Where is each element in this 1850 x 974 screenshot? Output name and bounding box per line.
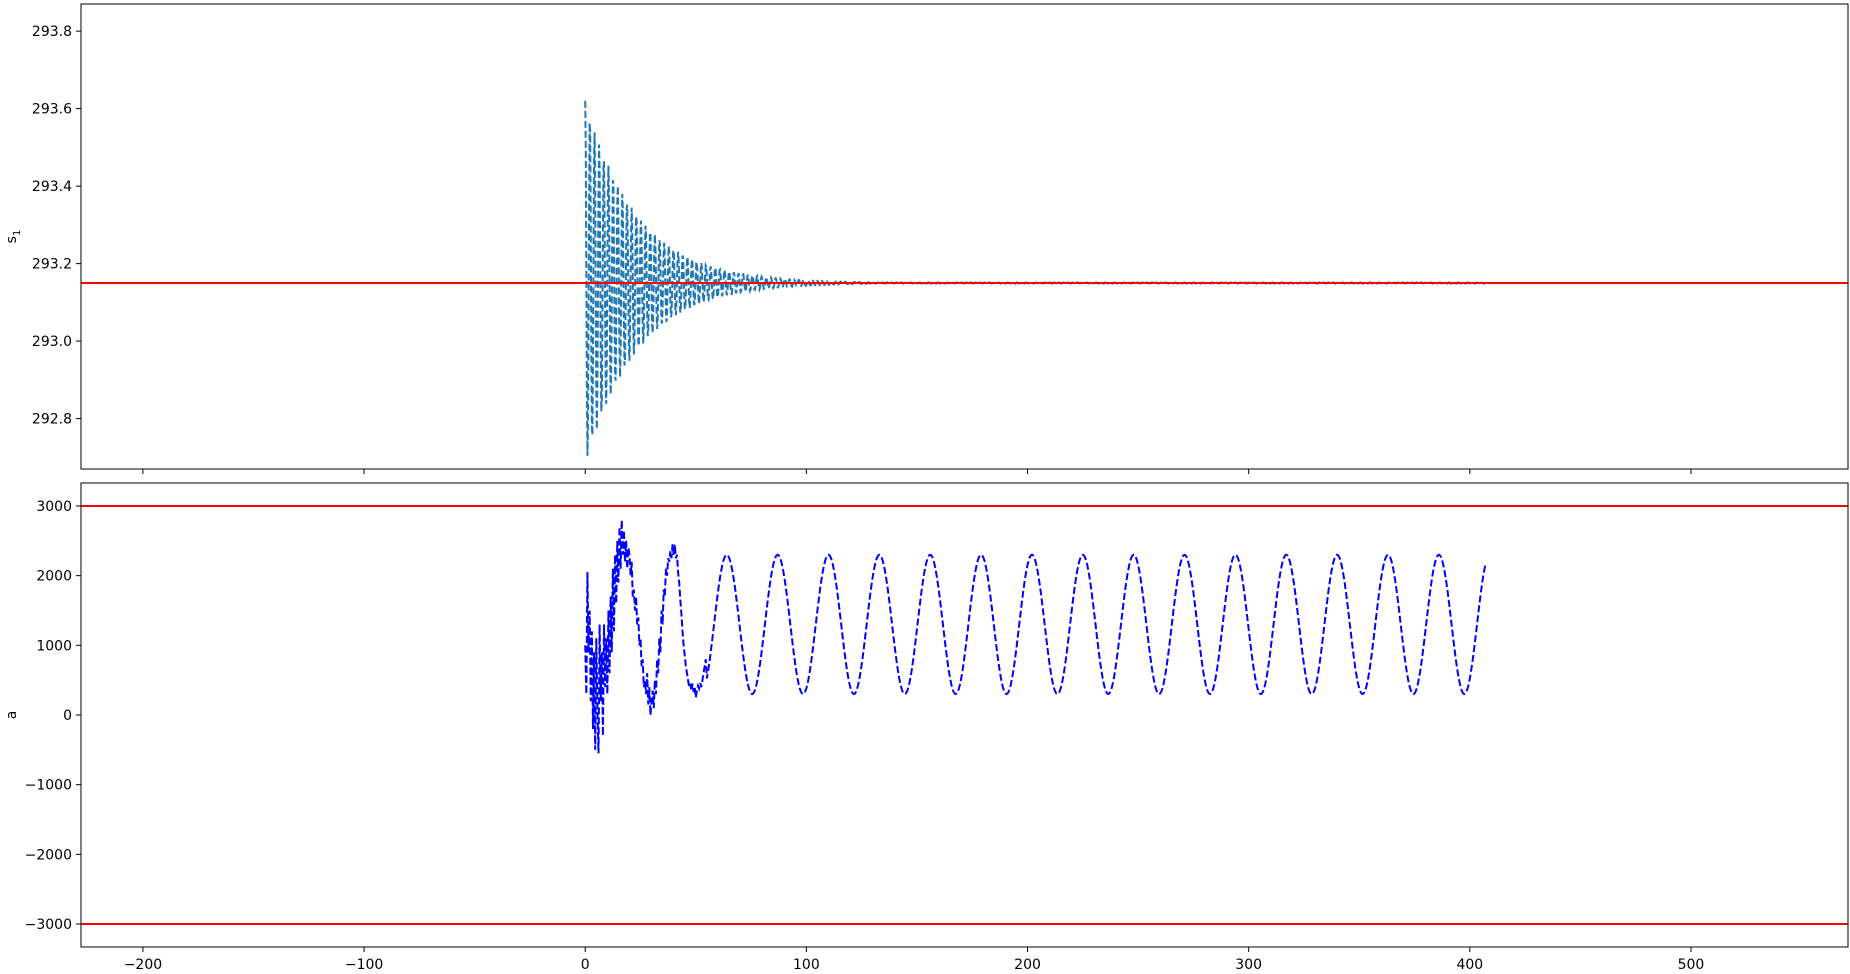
y-tick-label: 0 bbox=[63, 708, 72, 724]
axes-frame bbox=[80, 3, 1849, 470]
y-tick-label: 293.4 bbox=[32, 179, 72, 195]
x-tick-label: 400 bbox=[1456, 957, 1483, 973]
y-tick-label: 293.0 bbox=[32, 334, 72, 350]
x-tick-label: 200 bbox=[1014, 957, 1041, 973]
y-axis-label-text: s bbox=[4, 236, 20, 243]
y-axis-label: a bbox=[4, 711, 20, 720]
y-tick-label: 293.2 bbox=[32, 257, 72, 273]
y-axis-label-subscript: 1 bbox=[12, 230, 23, 236]
y-tick-label: 2000 bbox=[36, 569, 72, 585]
y-tick-label: 3000 bbox=[36, 499, 72, 515]
y-axis-label: s1 bbox=[4, 230, 23, 244]
x-tick-label: 500 bbox=[1678, 957, 1705, 973]
x-tick-label: 100 bbox=[793, 957, 820, 973]
series-line-0 bbox=[584, 519, 1487, 754]
y-tick-label: −2000 bbox=[25, 847, 72, 863]
x-tick-label: 0 bbox=[581, 957, 590, 973]
x-tick-label: −200 bbox=[124, 957, 162, 973]
x-tick-label: −100 bbox=[345, 957, 383, 973]
axes-frame bbox=[80, 482, 1849, 948]
x-tick-label: 300 bbox=[1235, 957, 1262, 973]
y-tick-label: 292.8 bbox=[32, 412, 72, 428]
y-tick-label: 293.8 bbox=[32, 24, 72, 40]
series-line-0 bbox=[584, 100, 1486, 456]
y-tick-label: −3000 bbox=[25, 917, 72, 933]
s1-panel: 292.8 293.0 293.2 293.4 293.6 293.8 s1 bbox=[4, 3, 1849, 474]
y-axis-label-text: a bbox=[4, 711, 20, 720]
y-tick-label: 1000 bbox=[36, 638, 72, 654]
y-tick-label: −1000 bbox=[25, 778, 72, 794]
y-tick-label: 293.6 bbox=[32, 102, 72, 118]
